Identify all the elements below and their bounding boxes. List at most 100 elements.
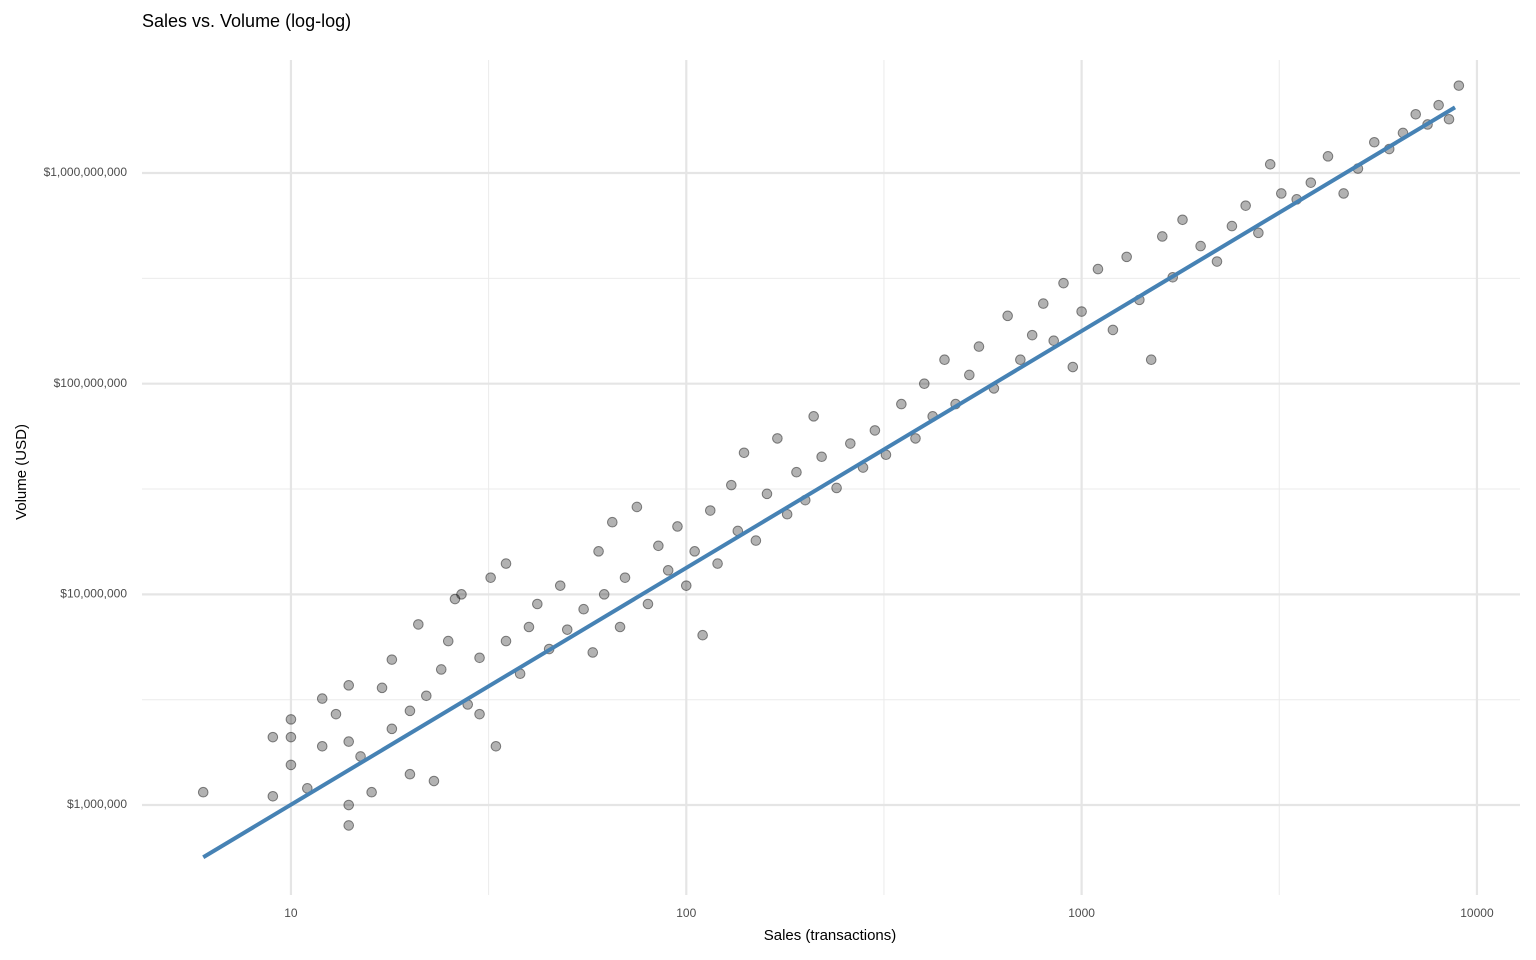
- point: [561, 624, 573, 635]
- x-tick-label: 100: [676, 906, 696, 920]
- point: [845, 438, 856, 449]
- point: [404, 768, 416, 780]
- x-tick-label: 10: [284, 906, 298, 920]
- point: [1253, 227, 1264, 239]
- point: [442, 635, 454, 647]
- point: [1026, 329, 1038, 341]
- point: [680, 580, 692, 591]
- point: [316, 693, 328, 704]
- point: [1058, 277, 1069, 289]
- point: [404, 705, 416, 717]
- point: [474, 652, 485, 664]
- point: [1157, 231, 1168, 242]
- point: [712, 558, 723, 569]
- point: [896, 398, 907, 410]
- point: [316, 740, 328, 752]
- point: [697, 629, 708, 641]
- point: [330, 708, 342, 720]
- point: [197, 786, 209, 798]
- fit-line: [202, 105, 1457, 859]
- point: [1410, 109, 1422, 120]
- point: [285, 731, 297, 743]
- point: [973, 341, 985, 352]
- point: [343, 820, 355, 831]
- point: [343, 799, 355, 811]
- point: [1015, 354, 1026, 365]
- y-axis-title: Volume (USD): [13, 424, 30, 520]
- point: [1443, 113, 1455, 125]
- point: [554, 580, 566, 591]
- point: [1338, 188, 1349, 199]
- point: [1240, 200, 1251, 211]
- point: [704, 505, 716, 516]
- point: [1226, 220, 1238, 232]
- point: [1369, 136, 1380, 148]
- point: [386, 723, 398, 735]
- point: [587, 647, 599, 658]
- point: [523, 621, 535, 633]
- point: [456, 589, 467, 600]
- point: [672, 521, 683, 532]
- point: [366, 786, 377, 798]
- point: [474, 708, 485, 720]
- point: [386, 654, 398, 665]
- point: [343, 736, 355, 747]
- point: [631, 501, 643, 513]
- point: [1211, 256, 1223, 267]
- point: [1322, 151, 1334, 162]
- point: [1276, 188, 1287, 199]
- point: [869, 425, 881, 436]
- point: [421, 690, 432, 702]
- point: [1177, 214, 1188, 226]
- point: [578, 603, 589, 615]
- point: [1453, 80, 1465, 91]
- y-tick-label: $100,000,000: [54, 376, 128, 390]
- point: [1121, 251, 1132, 263]
- point: [761, 488, 773, 500]
- point: [918, 378, 930, 389]
- point: [285, 759, 297, 771]
- point: [435, 664, 447, 675]
- point: [964, 369, 975, 381]
- point: [413, 619, 424, 630]
- x-tick-label: 10000: [1460, 906, 1494, 920]
- point: [1195, 240, 1206, 252]
- point: [376, 682, 388, 694]
- point: [689, 546, 700, 557]
- y-tick-label: $1,000,000: [67, 797, 127, 811]
- point: [490, 740, 502, 752]
- point: [500, 558, 512, 569]
- point: [726, 479, 737, 491]
- point: [1076, 306, 1087, 317]
- point: [1038, 298, 1049, 309]
- point: [619, 572, 631, 583]
- point: [285, 714, 297, 725]
- point: [1433, 99, 1444, 111]
- point: [343, 680, 355, 691]
- point: [772, 433, 783, 444]
- y-tick-label: $10,000,000: [60, 587, 127, 601]
- x-axis-title: Sales (transactions): [764, 927, 897, 944]
- point: [593, 546, 604, 557]
- y-tick-label: $1,000,000,000: [44, 165, 128, 179]
- point: [1264, 159, 1276, 170]
- point: [1002, 310, 1013, 322]
- point: [653, 540, 664, 552]
- point: [428, 775, 440, 787]
- point: [750, 535, 762, 546]
- x-tick-label: 1000: [1068, 906, 1095, 920]
- point: [532, 598, 543, 610]
- point: [449, 593, 461, 605]
- point: [662, 565, 674, 576]
- point: [738, 447, 750, 459]
- point: [808, 411, 819, 422]
- point: [1067, 361, 1079, 373]
- point: [614, 621, 626, 633]
- point: [607, 516, 618, 528]
- point: [910, 433, 921, 444]
- point: [267, 731, 279, 743]
- point: [939, 354, 950, 365]
- point: [1305, 177, 1317, 188]
